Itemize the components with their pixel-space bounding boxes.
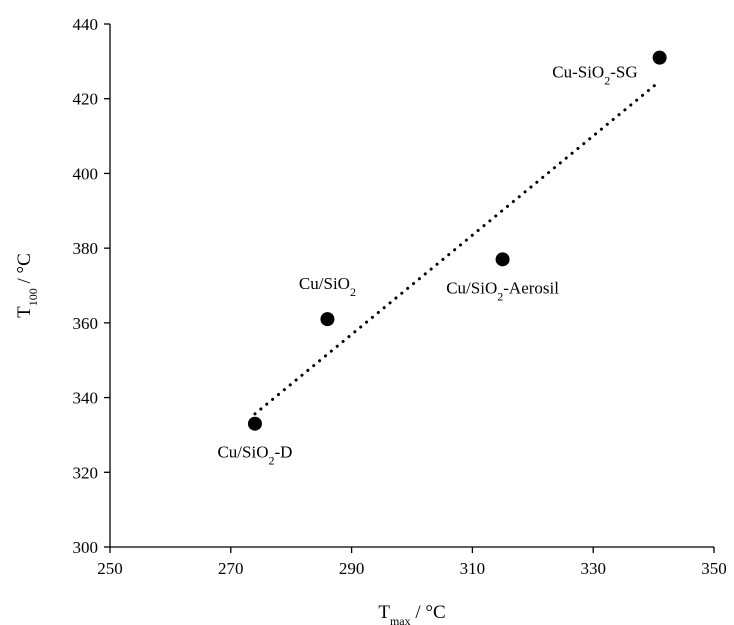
data-point-label: Cu/SiO2-Aerosil — [446, 278, 559, 303]
data-point — [320, 312, 335, 327]
trendline — [253, 79, 662, 416]
x-tick-label: 250 — [97, 559, 123, 578]
y-tick-label: 420 — [73, 90, 99, 109]
data-point-label: Cu/SiO2-D — [217, 443, 292, 468]
axes: 250 270 290 310 330 350 300 320 340 360 380 400 420 4… — [73, 15, 727, 578]
x-tick-label: 330 — [580, 559, 606, 578]
y-tick-label: 340 — [73, 389, 99, 408]
data-point-label: Cu/SiO2 — [299, 274, 356, 299]
x-tick-label: 310 — [460, 559, 486, 578]
y-tick-label: 380 — [73, 239, 99, 258]
y-tick-label: 300 — [73, 538, 99, 557]
point-labels-group: Cu/SiO2-D Cu/SiO2 Cu/SiO2-Aerosil Cu-SiO2-S… — [217, 63, 637, 468]
y-tick-label: 440 — [73, 15, 99, 34]
axis-titles-group: Tmax / °C T100 / °C — [14, 253, 446, 625]
y-tick-label: 400 — [73, 164, 99, 183]
y-axis-title: T100 / °C — [14, 253, 40, 318]
data-point — [495, 252, 510, 267]
x-tick-label: 270 — [218, 559, 244, 578]
data-point-label: Cu-SiO2-SG — [552, 63, 637, 88]
data-point — [652, 50, 667, 65]
data-point — [247, 416, 262, 431]
y-tick-label: 360 — [73, 314, 99, 333]
x-tick-label: 290 — [339, 559, 365, 578]
x-tick-label: 350 — [701, 559, 727, 578]
trendline-group — [253, 79, 662, 416]
x-axis-title: Tmax / °C — [378, 602, 445, 625]
y-tick-label: 320 — [73, 463, 99, 482]
points-group — [247, 50, 667, 431]
